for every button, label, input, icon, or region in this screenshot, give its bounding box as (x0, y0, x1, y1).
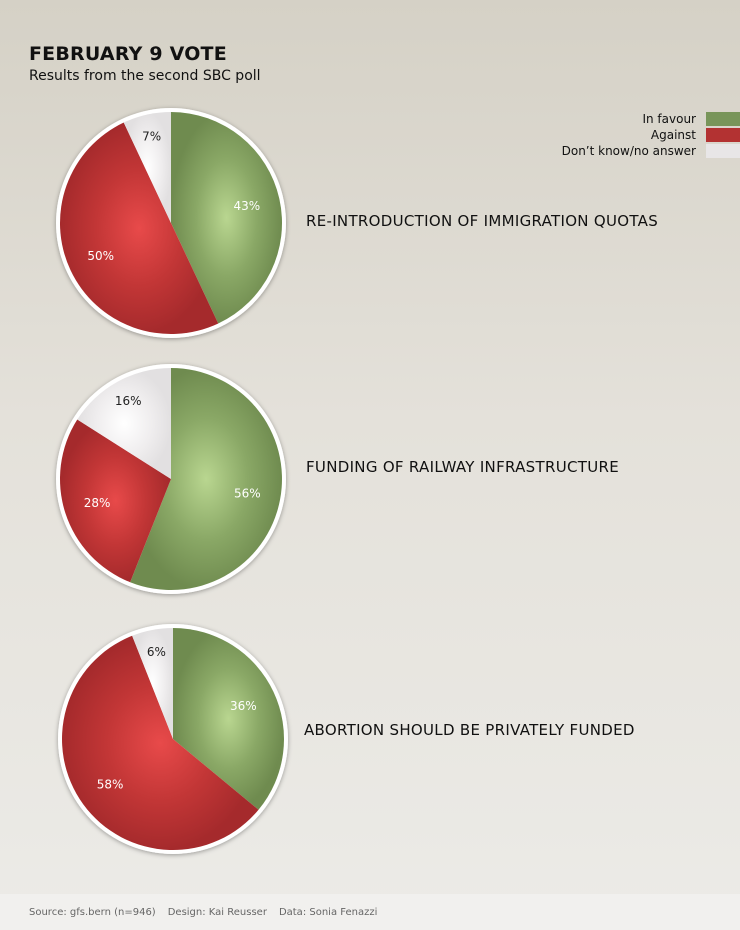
pie-label-against: 28% (84, 496, 111, 510)
pie-label-dont-know: 16% (115, 394, 142, 408)
legend-label: Don’t know/no answer (561, 143, 696, 158)
chart-subtitle: Results from the second SBC poll (29, 68, 261, 84)
pie-title-abortion-funding: ABORTION SHOULD BE PRIVATELY FUNDED (304, 721, 635, 739)
footer: Source: gfs.bern (n=946) Design: Kai Reu… (0, 894, 740, 930)
legend-label: In favour (642, 111, 696, 126)
pie-label-in-favour: 36% (230, 699, 257, 713)
pie-label-in-favour: 56% (234, 487, 261, 501)
legend-item-in-favour: In favour (562, 111, 740, 127)
legend-swatch-against (706, 128, 740, 142)
pie-abortion-funding: 36% 58% 6% (58, 624, 288, 854)
pie-slice-in-favour (171, 112, 283, 324)
pie-slice-in-favour (173, 628, 284, 810)
legend-label: Against (650, 127, 696, 142)
pie-slice-against (59, 419, 172, 583)
legend: In favour Against Don’t know/no answer (562, 111, 740, 159)
pie-slice-against (62, 635, 259, 850)
footer-source: Source: gfs.bern (n=946) (29, 906, 156, 918)
chart-title: FEBRUARY 9 VOTE (29, 43, 227, 65)
pie-label-against: 50% (87, 249, 114, 263)
legend-item-dont-know: Don’t know/no answer (562, 143, 740, 159)
pie-slice-dont-know (123, 112, 171, 223)
pie-title-railway-infrastructure: FUNDING OF RAILWAY INFRASTRUCTURE (306, 458, 619, 476)
pie-immigration-quotas: 43% 50% 7% (56, 108, 286, 338)
pie-slice-dont-know (77, 368, 171, 479)
footer-data: Data: Sonia Fenazzi (278, 906, 378, 918)
pie-slice-in-favour (130, 368, 282, 590)
pie-slice-against (59, 122, 219, 335)
pie-label-against: 58% (97, 778, 124, 792)
pie-label-dont-know: 7% (142, 129, 161, 143)
pie-railway-infrastructure: 56% 28% 16% (56, 364, 286, 594)
pie-label-in-favour: 43% (233, 199, 260, 213)
pie-label-dont-know: 6% (147, 645, 166, 659)
legend-item-against: Against (562, 127, 740, 143)
pie-title-immigration-quotas: RE-INTRODUCTION OF IMMIGRATION QUOTAS (306, 212, 659, 230)
pie-slice-dont-know (132, 628, 173, 739)
legend-swatch-in-favour (706, 112, 740, 126)
legend-swatch-dont-know (706, 144, 740, 158)
footer-design: Design: Kai Reusser (167, 906, 267, 918)
pie-charts: 43% 50% 7% 56% 28% 16% 36% 58% 6% (56, 108, 288, 854)
